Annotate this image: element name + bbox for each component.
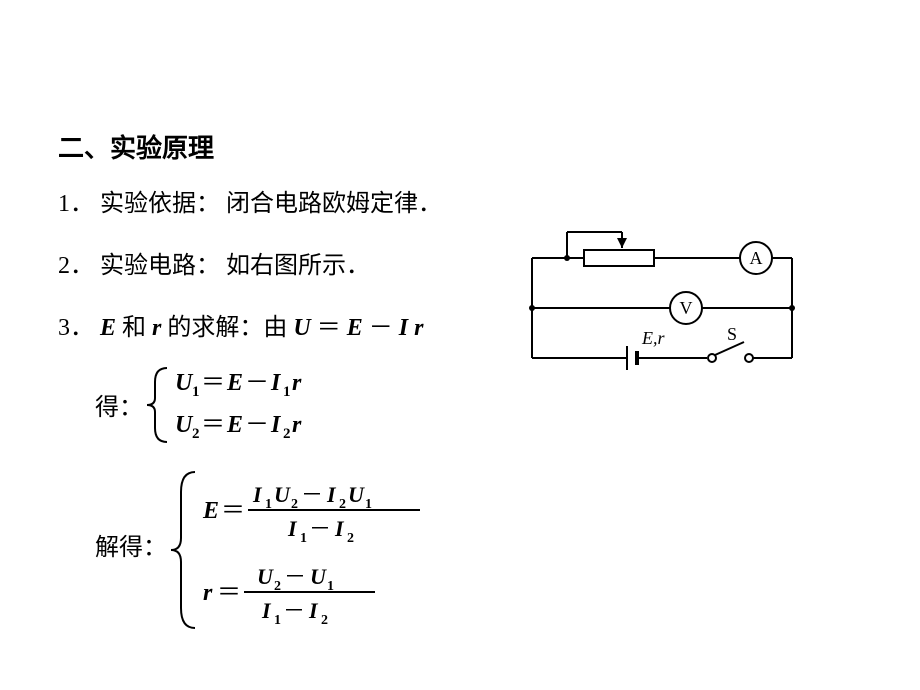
switch-label: S [727, 324, 737, 344]
eq1-lead: 得： [95, 394, 143, 421]
bullet-3: 3． E 和 r 的求解：由 U ＝ E － I r [58, 307, 423, 342]
eq2-E-den-s2: 2 [347, 531, 354, 546]
eq2-E-num-I1: I [252, 482, 263, 507]
eq2-rowR: r ＝ U 2 － U 1 I 1 － I 2 [203, 564, 375, 628]
circuit-svg: A V [512, 218, 812, 398]
eq2-E-num-s2: 2 [291, 497, 298, 512]
bullet-3-mid2: 的求解：由 [167, 315, 293, 341]
eq2-rowE: E ＝ I 1 U 2 － I 2 U 1 I [202, 482, 420, 546]
eq2-E-num-minus: － [301, 482, 323, 507]
section-heading: 二、实验原理 [58, 128, 214, 165]
eq2-r-lhs: r [203, 580, 213, 606]
switch-terminal [708, 354, 716, 362]
eq2-E-den-minus: － [309, 516, 331, 541]
bullet-3-num: 3． [58, 315, 94, 341]
eq2-brace [171, 472, 195, 628]
equation-group-1: 得： U 1 ＝ E － I 1 r U 2 ＝ E － I [95, 360, 415, 450]
circuit-diagram: A V [512, 218, 812, 398]
eq2-r-num-minus: － [284, 564, 306, 589]
bullet-1-label: 实验依据： [100, 191, 220, 217]
bullet-3-U: U [293, 315, 310, 341]
eq1-r2-sI: 2 [283, 426, 291, 442]
eq1-svg: 得： U 1 ＝ E － I 1 r U 2 ＝ E － I [95, 360, 415, 450]
bullet-3-I: I [399, 315, 408, 341]
eq1-r1-eq: ＝ [201, 370, 225, 396]
node-dot [529, 305, 535, 311]
eq2-r-num: U 2 － U 1 [257, 564, 334, 594]
emf-label: E,r [641, 328, 665, 348]
eq2-E-num-s1: 1 [265, 497, 272, 512]
bullet-3-minus: － [369, 315, 393, 341]
ammeter-label: A [750, 248, 763, 268]
page: 二、实验原理 1． 实验依据： 闭合电路欧姆定律． 2． 实验电路： 如右图所示… [0, 0, 920, 690]
eq1-r1-minus: － [245, 370, 269, 396]
node-dot [564, 255, 570, 261]
eq1-r2-r: r [292, 412, 302, 438]
eq2-E-num-I2: I [326, 482, 337, 507]
eq2-r-den-I1: I [261, 598, 272, 623]
bullet-1-rest: 闭合电路欧姆定律． [226, 191, 442, 217]
eq2-E-num-s3: 2 [339, 497, 346, 512]
eq1-r1-r: r [292, 370, 302, 396]
eq2-E-num-s4: 1 [365, 497, 372, 512]
bullet-3-mid1: 和 [122, 315, 152, 341]
rheostat [584, 250, 654, 266]
eq1-r2-minus: － [245, 412, 269, 438]
bullet-2-label: 实验电路： [100, 253, 220, 279]
eq2-E-num-U1: U [348, 482, 365, 507]
bullet-1-num: 1． [58, 191, 94, 217]
eq2-r-num-U2: U [257, 564, 274, 589]
eq1-r1-sI: 1 [283, 384, 291, 400]
eq2-svg: 解得： E ＝ I 1 U 2 － I 2 U 1 [95, 460, 455, 640]
eq2-r-den-s2: 2 [321, 613, 328, 628]
eq1-brace [147, 368, 167, 442]
eq1-r2-I: I [270, 412, 282, 438]
voltmeter-label: V [680, 298, 693, 318]
eq1-r2-s1: 2 [192, 426, 200, 442]
eq2-E-lhs: E [202, 498, 219, 524]
heading-text: 二、实验原理 [58, 134, 214, 163]
eq1-r1-I: I [270, 370, 282, 396]
eq2-r-eq: ＝ [217, 580, 241, 606]
bullet-2-num: 2． [58, 253, 94, 279]
eq2-E-eq: ＝ [221, 498, 245, 524]
eq2-r-den-I2: I [308, 598, 319, 623]
equation-group-2: 解得： E ＝ I 1 U 2 － I 2 U 1 [95, 460, 455, 640]
eq2-r-num-U1: U [310, 564, 327, 589]
eq2-E-num-U2: U [274, 482, 291, 507]
bullet-2-rest: 如右图所示． [226, 253, 370, 279]
eq2-r-num-s1: 2 [274, 579, 281, 594]
bullet-3-E2: E [347, 315, 363, 341]
bullet-2: 2． 实验电路： 如右图所示． [58, 245, 370, 280]
bullet-3-r2: r [414, 315, 423, 341]
eq1-r2-E: E [226, 412, 243, 438]
eq1-row1: U 1 ＝ E － I 1 r [175, 370, 302, 400]
bullet-3-r: r [152, 315, 161, 341]
bullet-3-eq: ＝ [317, 315, 341, 341]
bullet-3-E: E [100, 315, 116, 341]
eq1-r2-eq: ＝ [201, 412, 225, 438]
eq2-E-den-I1: I [287, 516, 298, 541]
eq2-r-den: I 1 － I 2 [261, 598, 328, 628]
eq2-lead: 解得： [95, 534, 167, 561]
eq2-E-den-s1: 1 [300, 531, 307, 546]
eq2-E-den: I 1 － I 2 [287, 516, 354, 546]
eq2-r-den-s1: 1 [274, 613, 281, 628]
node-dot [789, 305, 795, 311]
bullet-1: 1． 实验依据： 闭合电路欧姆定律． [58, 183, 442, 218]
eq2-E-den-I2: I [334, 516, 345, 541]
eq1-r1-s1: 1 [192, 384, 200, 400]
eq2-E-num: I 1 U 2 － I 2 U 1 [252, 482, 372, 512]
eq2-r-den-minus: － [283, 598, 305, 623]
switch-terminal [745, 354, 753, 362]
rheostat-arrow [617, 238, 627, 248]
eq1-r1-E: E [226, 370, 243, 396]
eq2-r-num-s2: 1 [327, 579, 334, 594]
eq1-row2: U 2 ＝ E － I 2 r [175, 412, 302, 442]
